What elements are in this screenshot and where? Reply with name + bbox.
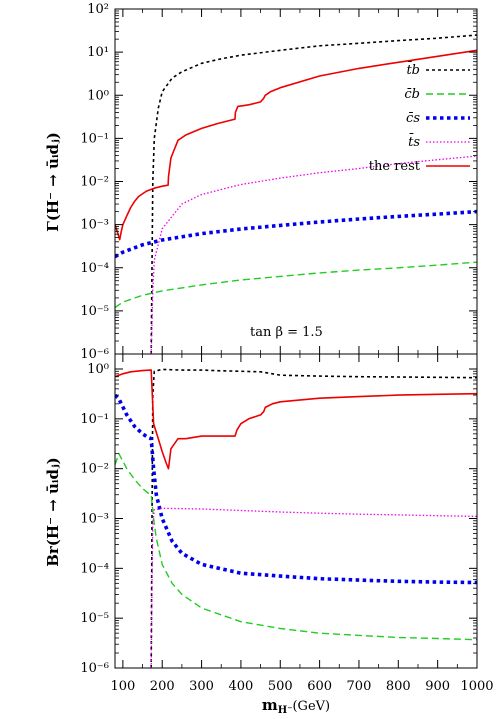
x-tick-label: 800	[386, 679, 411, 694]
top-series-line-3	[150, 155, 477, 354]
top-y-tick-label: 10⁻⁶	[80, 347, 109, 362]
x-tick-label: 600	[307, 679, 332, 694]
bottom-series-line-3	[150, 507, 477, 668]
tan-beta-annotation: tan β = 1.5	[250, 325, 323, 340]
top-series-line-1	[115, 261, 477, 309]
top-y-tick-label: 10⁻⁴	[80, 261, 109, 276]
bottom-series-line-4	[115, 369, 477, 470]
legend-label-cb: c̄b	[404, 87, 420, 102]
legend: t̄b c̄b c̄s t̄s the rest	[369, 61, 470, 174]
top-y-tick-label: 10⁻⁵	[80, 304, 109, 319]
top-panel-series	[115, 34, 477, 354]
x-axis-label-sub: H⁻	[278, 705, 293, 716]
top-y-axis-label: Γ(H⁻ → ūᵢdⱼ)	[44, 132, 62, 232]
bottom-y-tick-label: 10⁻⁵	[80, 611, 109, 626]
bottom-y-tick-label: 10⁻¹	[80, 412, 109, 427]
bottom-y-axis-label: Br(H⁻ → ūᵢdⱼ)	[44, 457, 62, 567]
legend-label-rest: the rest	[369, 159, 421, 174]
top-panel-frame	[114, 8, 478, 355]
top-series-line-0	[150, 34, 477, 354]
bottom-panel-series	[115, 368, 477, 668]
x-tick-label: 500	[268, 679, 293, 694]
top-series-line-4	[115, 49, 477, 241]
bottom-series-line-2	[115, 393, 477, 585]
x-axis-label-main: m	[262, 696, 278, 714]
x-tick-label: 100	[110, 679, 135, 694]
bottom-y-tick-label: 10⁰	[87, 362, 109, 377]
bottom-y-tick-label: 10⁻³	[80, 512, 109, 527]
x-axis-label: mH⁻(GeV)	[262, 696, 330, 716]
bottom-y-tick-label: 10⁻⁶	[80, 661, 109, 676]
top-y-tick-label: 10⁻²	[80, 175, 109, 190]
top-y-tick-label: 10⁰	[87, 88, 109, 103]
x-tick-label: 1000	[460, 679, 493, 694]
legend-label-ts: t̄s	[408, 133, 420, 150]
bottom-panel-frame	[114, 353, 478, 669]
bottom-series-line-1	[115, 453, 477, 641]
x-tick-label: 900	[425, 679, 450, 694]
x-axis-label-unit: (GeV)	[292, 699, 330, 714]
legend-label-tb: t̄b	[406, 61, 420, 78]
bottom-series-line-0	[150, 368, 477, 668]
x-tick-label: 700	[347, 679, 372, 694]
top-series-line-2	[115, 209, 477, 259]
top-y-tick-label: 10⁻³	[80, 218, 109, 233]
top-y-tick-label: 10⁻¹	[80, 131, 109, 146]
x-tick-label: 200	[150, 679, 175, 694]
x-tick-label: 300	[189, 679, 214, 694]
legend-label-cs: c̄s	[406, 111, 420, 126]
x-tick-label: 400	[228, 679, 253, 694]
top-y-tick-label: 10¹	[87, 45, 109, 60]
bottom-y-tick-label: 10⁻²	[80, 462, 109, 477]
bottom-y-tick-label: 10⁻⁴	[80, 561, 109, 576]
top-y-tick-label: 10²	[87, 2, 109, 17]
